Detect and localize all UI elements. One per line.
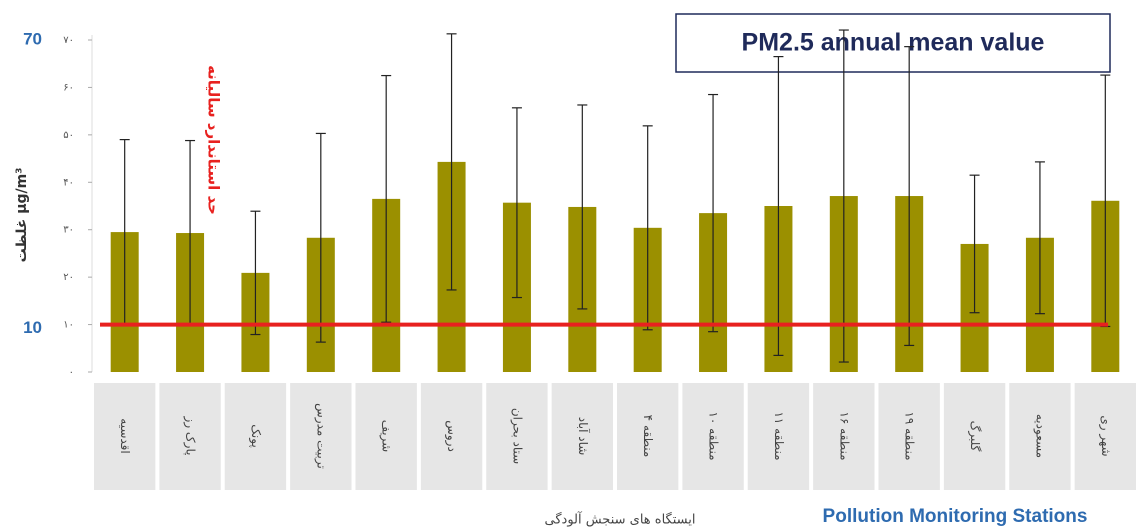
y-tick-label: ۰: [69, 367, 74, 378]
category-box: [1074, 383, 1136, 490]
y-tick-label: ۷۰: [63, 35, 74, 46]
x-tick-label: شهر ری: [1098, 415, 1113, 456]
category-box: [224, 383, 287, 490]
x-tick-label: پارک رز: [183, 416, 198, 456]
annotation: 70: [23, 29, 42, 48]
y-tick-label: ۲۰: [63, 272, 74, 283]
category-box: [747, 383, 810, 490]
x-tick-label: شاد آباد: [576, 417, 591, 456]
y-tick-label: ۱۰: [63, 320, 74, 331]
x-tick-label: منطقه ۱۰: [707, 411, 721, 460]
annotation: 10: [23, 318, 42, 337]
category-box: [617, 383, 679, 490]
title-box: [675, 13, 1111, 73]
x-axis-label-en: Pollution Monitoring Stations: [823, 506, 1088, 527]
x-tick-label: منطقه ۴: [641, 415, 655, 458]
x-tick-label: منطقه ۱۶: [837, 411, 851, 460]
x-axis-label: ایستگاه های سنجش آلودگی: [545, 511, 696, 528]
category-box: [355, 383, 417, 490]
y-tick-label: ۶۰: [63, 82, 74, 93]
y-tick-label: ۴۰: [63, 177, 74, 188]
category-box: [486, 383, 548, 490]
category-box: [682, 383, 744, 490]
category-box: [878, 383, 940, 490]
category-box: [159, 383, 221, 490]
x-tick-label: پونک: [248, 424, 263, 448]
x-tick-label: ستاد بحران: [509, 408, 524, 464]
x-tick-label: گلبرگ: [967, 421, 982, 452]
x-tick-label: اقدسیه: [118, 418, 132, 453]
category-box: [94, 383, 156, 490]
y-axis-label: غلظت µg/m³: [14, 168, 30, 263]
x-tick-label: شریف: [379, 420, 394, 452]
y-tick-label: ۵۰: [63, 130, 74, 141]
category-box: [813, 383, 875, 490]
x-tick-label: دروس: [444, 420, 459, 452]
category-box: [551, 383, 613, 490]
x-tick-label: منطقه ۱۹: [903, 411, 917, 460]
x-tick-label: منطقه ۱۱: [772, 411, 786, 460]
category-box: [420, 383, 483, 490]
chart-title: PM2.5 annual mean value: [742, 29, 1045, 57]
x-tick-label: تربیت مدرس: [313, 403, 328, 469]
category-box: [1009, 383, 1071, 490]
x-tick-label: مسعودیه: [1032, 414, 1047, 458]
category-box: [290, 383, 352, 490]
reference-label: حد استاندارد سالیانه: [205, 65, 223, 215]
category-box: [943, 383, 1006, 490]
y-tick-label: ۳۰: [63, 225, 74, 236]
